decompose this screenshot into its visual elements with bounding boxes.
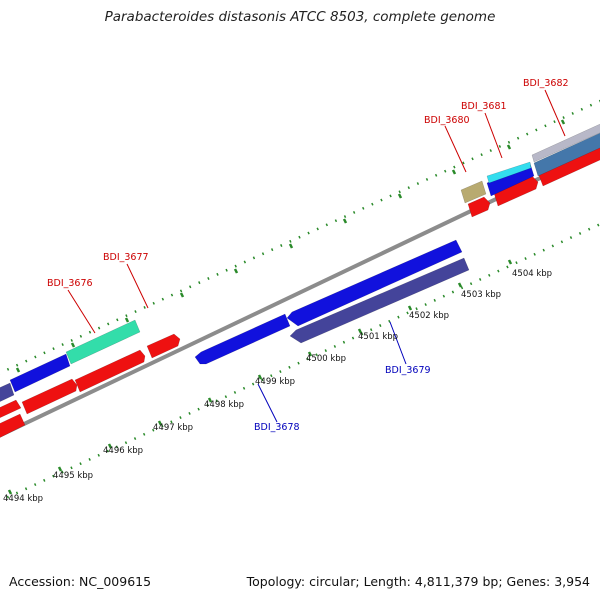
gene-label: BDI_3682 bbox=[523, 78, 569, 89]
kbp-labels: 4494 kbp 4495 kbp 4496 kbp 4497 kbp 4498… bbox=[3, 269, 552, 504]
gene-arrow bbox=[460, 180, 487, 204]
kbp-label: 4502 kbp bbox=[409, 311, 449, 321]
gene-arrow bbox=[537, 144, 600, 187]
kbp-label: 4497 kbp bbox=[153, 423, 193, 433]
kbp-label: 4496 kbp bbox=[103, 446, 143, 456]
gene-arrow bbox=[486, 161, 532, 184]
kbp-label: 4500 kbp bbox=[306, 354, 346, 364]
kbp-label: 4504 kbp bbox=[512, 269, 552, 279]
gene-arrow bbox=[467, 196, 491, 218]
gene-arrow bbox=[286, 239, 463, 327]
reverse-gene-labels: BDI_3678 BDI_3679 bbox=[254, 365, 431, 433]
gene-arrow bbox=[194, 313, 291, 365]
gene-label: BDI_3679 bbox=[385, 365, 431, 376]
accession-text: Accession: NC_009615 bbox=[9, 574, 152, 589]
gene-arrow bbox=[0, 399, 22, 418]
kbp-label: 4494 kbp bbox=[3, 494, 43, 504]
gene-label: BDI_3676 bbox=[47, 278, 93, 289]
forward-genes bbox=[0, 123, 600, 418]
forward-major-ticks bbox=[15, 119, 566, 373]
gene-arrow bbox=[21, 378, 78, 415]
gene-arrow bbox=[289, 257, 470, 344]
kbp-label: 4499 kbp bbox=[255, 377, 295, 387]
reverse-genes bbox=[0, 239, 470, 438]
genome-summary-text: Topology: circular; Length: 4,811,379 bp… bbox=[246, 574, 590, 589]
reverse-major-ticks bbox=[7, 259, 513, 495]
gene-arrow bbox=[0, 382, 15, 402]
map-title: Parabacteroides distasonis ATCC 8503, co… bbox=[104, 9, 496, 25]
gene-arrow bbox=[146, 333, 181, 359]
kbp-label: 4503 kbp bbox=[461, 290, 501, 300]
gene-label: BDI_3680 bbox=[424, 115, 470, 126]
kbp-label: 4498 kbp bbox=[204, 400, 244, 410]
forward-gene-labels: BDI_3676 BDI_3677 BDI_3680 BDI_3681 BDI_… bbox=[47, 78, 569, 289]
kbp-label: 4501 kbp bbox=[358, 332, 398, 342]
gene-arrow bbox=[0, 413, 26, 438]
gene-label: BDI_3678 bbox=[254, 422, 300, 433]
gene-label: BDI_3677 bbox=[103, 252, 149, 263]
reverse-tick-track bbox=[0, 222, 600, 503]
kbp-label: 4495 kbp bbox=[53, 471, 93, 481]
gene-arrow bbox=[65, 319, 141, 365]
gene-arrow bbox=[74, 349, 146, 393]
forward-label-connectors bbox=[67, 89, 566, 334]
gene-arrow bbox=[533, 132, 600, 177]
forward-tick-track bbox=[0, 99, 600, 375]
gene-arrow bbox=[531, 123, 600, 163]
gene-label: BDI_3681 bbox=[461, 101, 507, 112]
reverse-label-connectors bbox=[257, 321, 407, 423]
gene-arrow bbox=[9, 353, 71, 393]
